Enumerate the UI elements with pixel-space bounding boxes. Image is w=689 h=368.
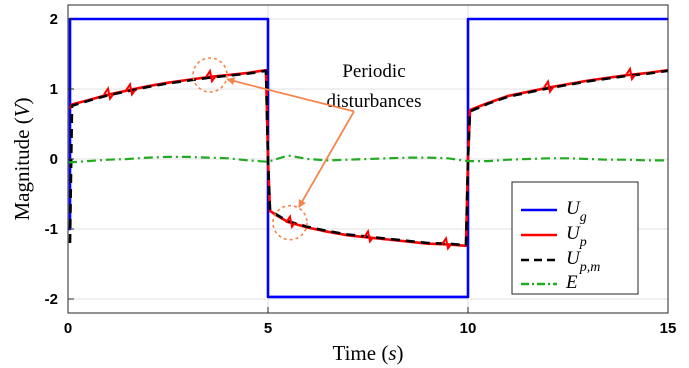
disturbance-blip bbox=[125, 81, 136, 97]
annotation: Periodic disturbances bbox=[192, 57, 422, 241]
legend-label: Up,m bbox=[566, 248, 600, 275]
series-layer bbox=[67, 17, 669, 299]
y-axis-title: Magnitude (V) bbox=[10, 97, 34, 220]
legend-box bbox=[511, 181, 639, 295]
series-line-e bbox=[67, 154, 668, 164]
x-tick-label: 5 bbox=[264, 320, 272, 337]
y-tick-label: 1 bbox=[50, 81, 58, 98]
disturbance-blip bbox=[625, 66, 636, 82]
x-tick-label: 10 bbox=[460, 320, 477, 337]
x-axis-title: Time (s) bbox=[332, 341, 403, 365]
disturbance-circle bbox=[272, 204, 308, 241]
legend-label: E bbox=[565, 272, 578, 293]
x-tick-label: 15 bbox=[660, 320, 677, 337]
disturbance-blip bbox=[103, 86, 114, 101]
annotation-line-2: disturbances bbox=[327, 91, 422, 112]
legend-label: Up bbox=[566, 223, 587, 250]
annotation-line-1: Periodic bbox=[342, 61, 405, 82]
legend-label: Ug bbox=[566, 198, 587, 225]
y-tick-label: 0 bbox=[50, 151, 58, 168]
series-line-u-p-m bbox=[68, 69, 669, 247]
disturbance-blip bbox=[543, 79, 554, 94]
x-tick-label: 0 bbox=[64, 320, 72, 337]
y-tick-label: -2 bbox=[45, 291, 58, 308]
disturbance-blip bbox=[363, 228, 374, 244]
y-tick-label: -1 bbox=[45, 221, 58, 238]
disturbance-blip bbox=[285, 214, 296, 230]
annotation-arrow bbox=[298, 110, 355, 208]
y-tick-label: 2 bbox=[50, 11, 58, 28]
disturbance-blip bbox=[441, 235, 452, 251]
annotation-arrow bbox=[226, 77, 355, 113]
disturbance-blip bbox=[205, 68, 216, 84]
disturbance-circle bbox=[192, 57, 228, 93]
